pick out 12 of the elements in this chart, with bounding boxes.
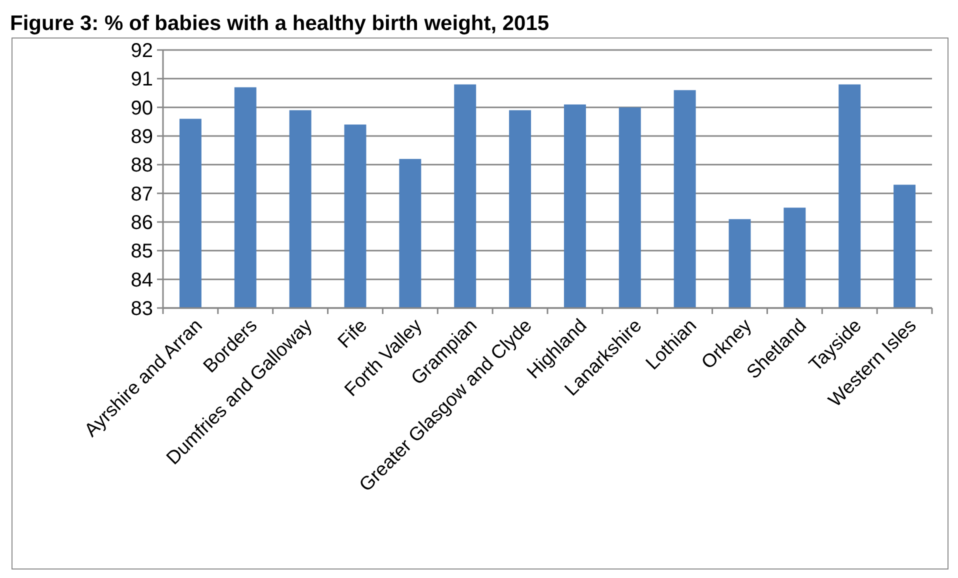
y-tick-label: 88 — [130, 154, 153, 177]
chart-title: Figure 3: % of babies with a healthy birth weight, 2015 — [10, 12, 550, 35]
y-tick-label: 91 — [130, 68, 153, 91]
x-tick-label: Fife — [334, 315, 372, 353]
y-tick-label: 86 — [130, 212, 153, 234]
y-tick-label: 83 — [130, 298, 153, 320]
y-tick-label: 90 — [130, 97, 153, 120]
y-tick-label: 87 — [130, 183, 153, 206]
y-tick-label: 89 — [130, 126, 153, 148]
y-tick-label: 84 — [130, 269, 153, 292]
y-tick-label: 85 — [130, 240, 153, 263]
y-tick-label: 92 — [130, 40, 153, 62]
